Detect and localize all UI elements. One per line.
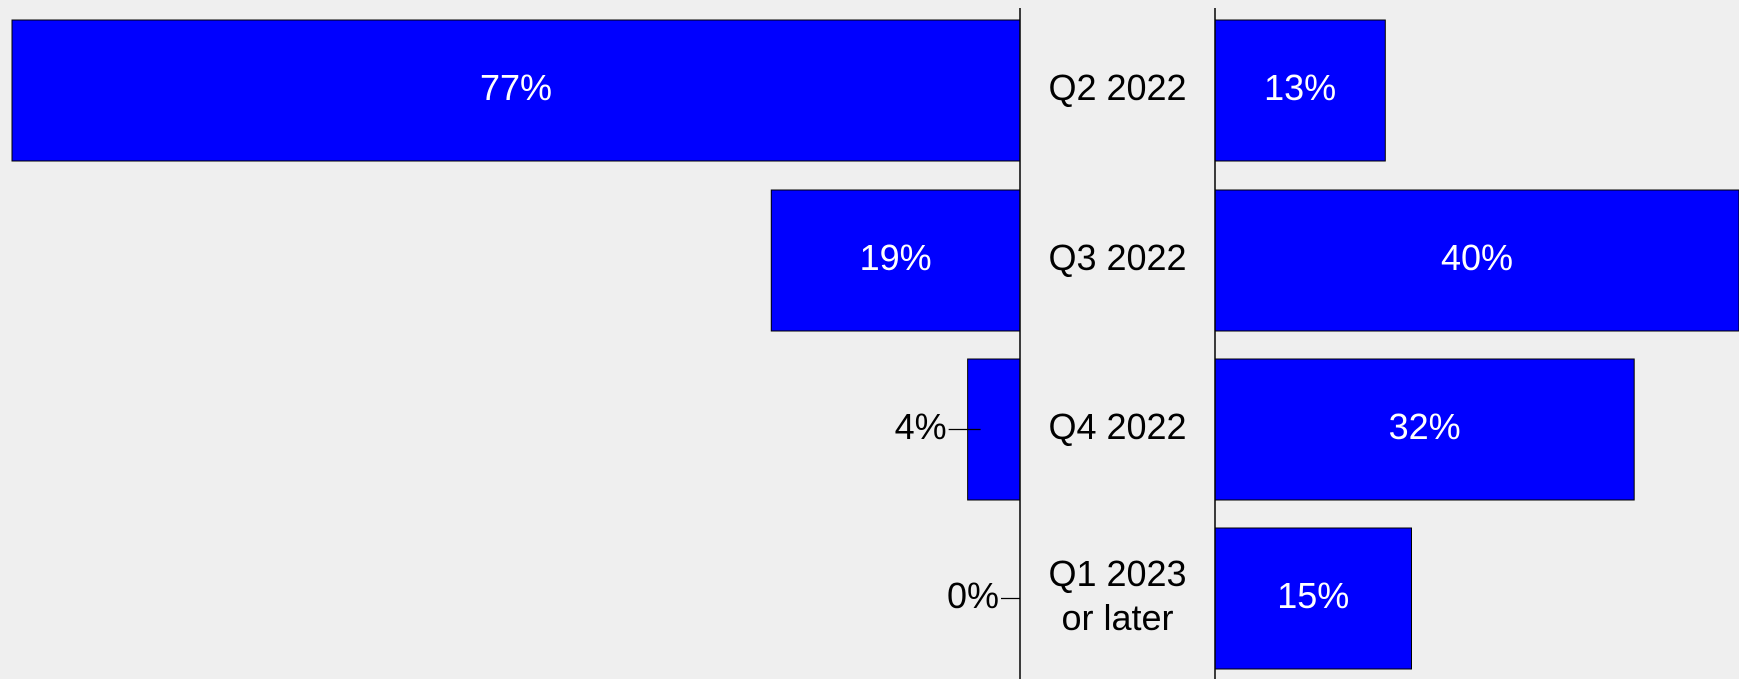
right-bar-label-0: 13%	[1264, 67, 1336, 108]
right-bar-2	[1214, 358, 1635, 501]
category-label-3-line-0: Q1 2023	[1048, 553, 1186, 594]
left-bar-label-0: 77%	[480, 67, 552, 108]
right-bar-label-2: 32%	[1389, 406, 1461, 447]
category-label-3-line-1: or later	[1061, 597, 1173, 638]
right-bar-3	[1214, 527, 1412, 670]
right-bar-1	[1214, 189, 1739, 332]
left-bar-0	[11, 19, 1021, 162]
right-bar-label-1: 40%	[1441, 237, 1513, 278]
category-label-0: Q2 2022	[1048, 67, 1186, 108]
right-bar-label-3: 15%	[1277, 575, 1349, 616]
category-label-1: Q3 2022	[1048, 237, 1186, 278]
category-label-2: Q4 2022	[1048, 406, 1186, 447]
right-bar-0	[1214, 19, 1386, 162]
left-bar-label-2: 4%	[895, 406, 947, 447]
left-bar-label-3: 0%	[947, 575, 999, 616]
left-bar-label-1: 19%	[860, 237, 932, 278]
left-bar-1	[770, 189, 1021, 332]
